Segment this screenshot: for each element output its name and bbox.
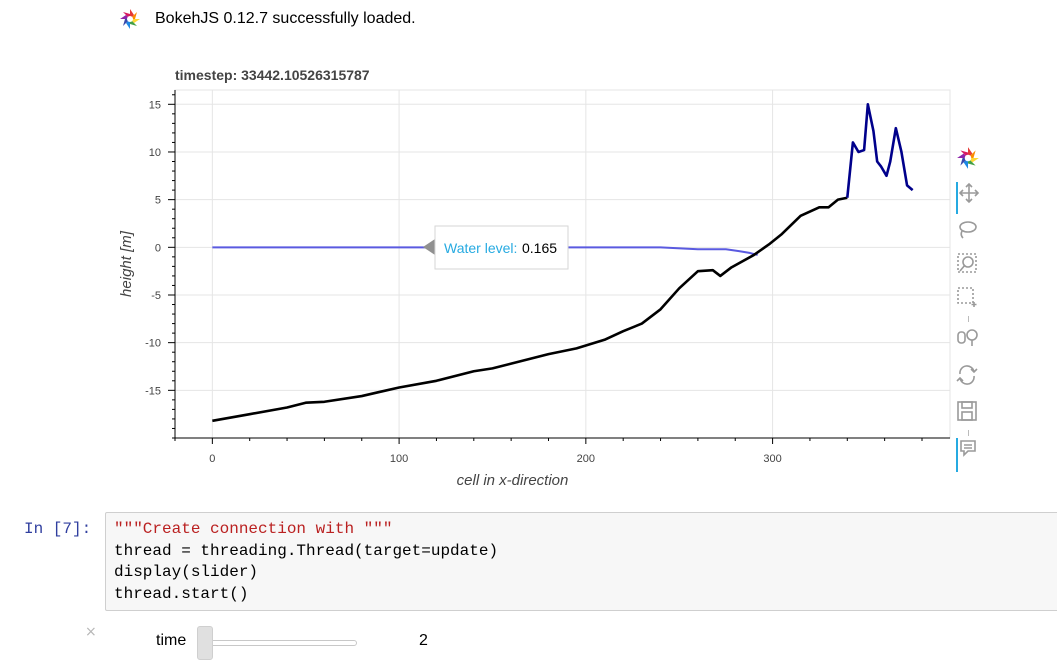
y-tick-label: -15 [145, 385, 161, 397]
tooltip-box [434, 225, 569, 270]
save-tool-button[interactable] [956, 400, 982, 426]
x-tick-label: 100 [390, 453, 408, 465]
series-line-1[interactable] [212, 246, 758, 256]
bokeh-plot[interactable]: 15 10 5 0 -5 -10 -15 0 100 200 300 cell in x-direct… [0, 60, 1057, 500]
zoom-icon [957, 253, 977, 273]
y-tick-label: 15 [149, 99, 161, 111]
x-tick-label: 200 [577, 453, 595, 465]
code-line: thread.start() [114, 584, 249, 603]
line-chart[interactable]: 15 10 5 0 -5 -10 -15 0 100 200 300 cell in x-direct… [0, 60, 1057, 500]
bokeh-loaded-banner: BokehJS 0.12.7 successfully loaded. [119, 8, 416, 30]
wheel-zoom-tool-button[interactable] [956, 326, 982, 352]
series-line-3[interactable] [845, 103, 914, 198]
y-tick-label: -10 [145, 338, 161, 350]
x-tick-label: 0 [209, 453, 215, 465]
lasso-select-tool-button[interactable] [956, 218, 982, 244]
bokeh-logo-icon[interactable] [956, 146, 982, 172]
code-editor[interactable]: """Create connection with """ thread = t… [105, 512, 1057, 611]
code-line: display(slider) [114, 563, 259, 581]
slider-track[interactable] [205, 640, 357, 646]
y-tick-label: -5 [151, 290, 161, 302]
plot-toolbar [950, 144, 988, 474]
banner-message: BokehJS 0.12.7 successfully loaded. [155, 10, 416, 27]
bokeh-logo-icon [120, 9, 140, 29]
y-axis-label: height [m] [118, 230, 135, 297]
y-tick-label: 10 [149, 147, 161, 159]
tooltip-label: Water level: [444, 240, 517, 256]
tooltip-pointer [423, 239, 435, 255]
slider-label: time [156, 632, 187, 649]
lasso-select-icon [959, 221, 977, 239]
reset-tool-button[interactable] [956, 364, 982, 390]
zoom-tool-button[interactable] [956, 252, 982, 278]
slider-value: 2 [419, 632, 428, 649]
pan-icon [958, 182, 980, 204]
reset-icon [956, 365, 978, 385]
slider-handle[interactable] [197, 626, 213, 660]
hover-tool-button[interactable] [956, 438, 982, 472]
code-line: thread = threading.Thread(target=update) [114, 541, 499, 560]
series-line-2[interactable] [212, 196, 848, 423]
pan-tool-button[interactable] [956, 182, 982, 214]
wheel-zoom-icon [957, 329, 978, 346]
code-line: """Create connection with """ [114, 520, 393, 538]
box-select-tool-button[interactable] [956, 286, 982, 312]
plot-title: timestep: 33442.10526315787 [175, 67, 370, 83]
x-axis-label: cell in x-direction [457, 472, 569, 489]
save-icon [957, 401, 977, 421]
code-cell: In [7]: """Create connection with """ th… [0, 512, 1057, 612]
box-select-icon [957, 287, 977, 307]
y-tick-label: 5 [155, 195, 161, 207]
x-tick-label: 300 [763, 453, 781, 465]
y-tick-label: 0 [155, 242, 161, 254]
input-prompt: In [7]: [24, 520, 92, 538]
slider-widget: × time 2 [0, 620, 1057, 664]
hover-icon [960, 440, 976, 457]
close-widget-button[interactable]: × [85, 624, 97, 640]
tooltip-value: 0.165 [522, 240, 557, 256]
